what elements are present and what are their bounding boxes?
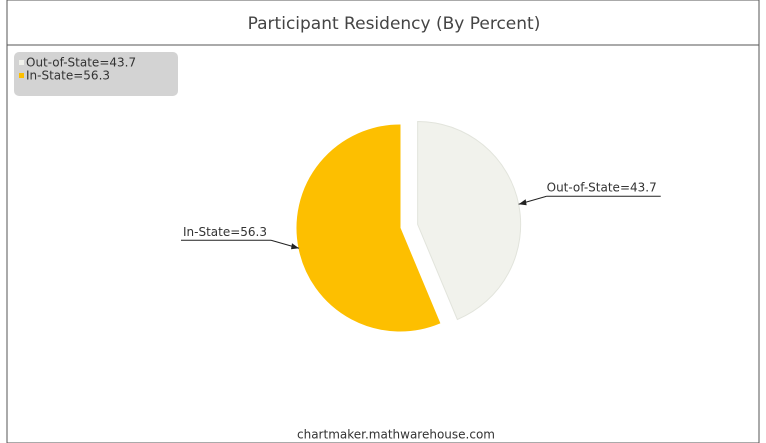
- chart-title: Participant Residency (By Percent): [248, 14, 541, 34]
- legend-label: In-State=56.3: [26, 69, 110, 83]
- legend-swatch: [19, 73, 24, 78]
- slice-label: Out-of-State=43.7: [547, 181, 657, 195]
- source: chartmaker.mathwarehouse.com: [297, 428, 495, 442]
- legend-label: Out-of-State=43.7: [26, 56, 136, 70]
- legend-box: [14, 52, 178, 96]
- callout-arrow: [291, 243, 300, 250]
- legend-swatch: [19, 60, 24, 65]
- slice-label: In-State=56.3: [183, 225, 267, 239]
- pie-slice: [417, 120, 522, 321]
- callout-arrow: [518, 199, 527, 206]
